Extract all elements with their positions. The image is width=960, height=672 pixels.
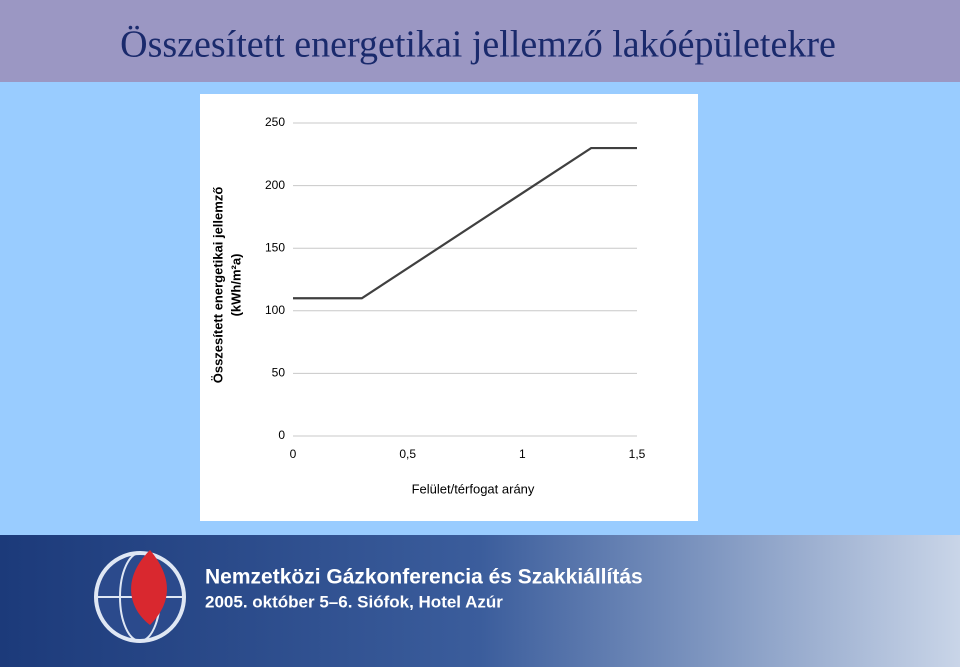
footer-line1: Nemzetközi Gázkonferencia és Szakkiállít… bbox=[205, 566, 643, 589]
x-tick-label: 1 bbox=[519, 447, 526, 461]
logo bbox=[94, 550, 186, 643]
x-axis-label: Felület/térfogat arány bbox=[412, 481, 535, 496]
line bbox=[293, 146, 637, 300]
chart-panel bbox=[200, 94, 698, 521]
x-tick-label: 1,5 bbox=[629, 447, 646, 461]
y-tick-label: 50 bbox=[272, 366, 286, 380]
chart: 0 50 100 150 200 250 0 0,5 1 1,5 Felület/térfogat … bbox=[210, 115, 645, 496]
y-tick-label: 250 bbox=[265, 115, 285, 129]
y-tick-label: 100 bbox=[265, 303, 285, 317]
y-axis-label: (kWh/m²a) bbox=[228, 254, 243, 317]
slide-title: Összesített energetikai jellemző lakóépü… bbox=[120, 24, 836, 66]
y-tick-label: 200 bbox=[265, 178, 285, 192]
header-band bbox=[0, 0, 960, 82]
y-tick-label: 150 bbox=[265, 240, 285, 254]
x-tick-label: 0 bbox=[290, 447, 297, 461]
footer-line2: 2005. október 5–6. Siófok, Hotel Azúr bbox=[205, 592, 503, 611]
y-axis-label: Összesített energetikai jellemző bbox=[210, 187, 225, 384]
y-tick-label: 0 bbox=[278, 428, 285, 442]
x-tick-label: 0,5 bbox=[399, 447, 416, 461]
